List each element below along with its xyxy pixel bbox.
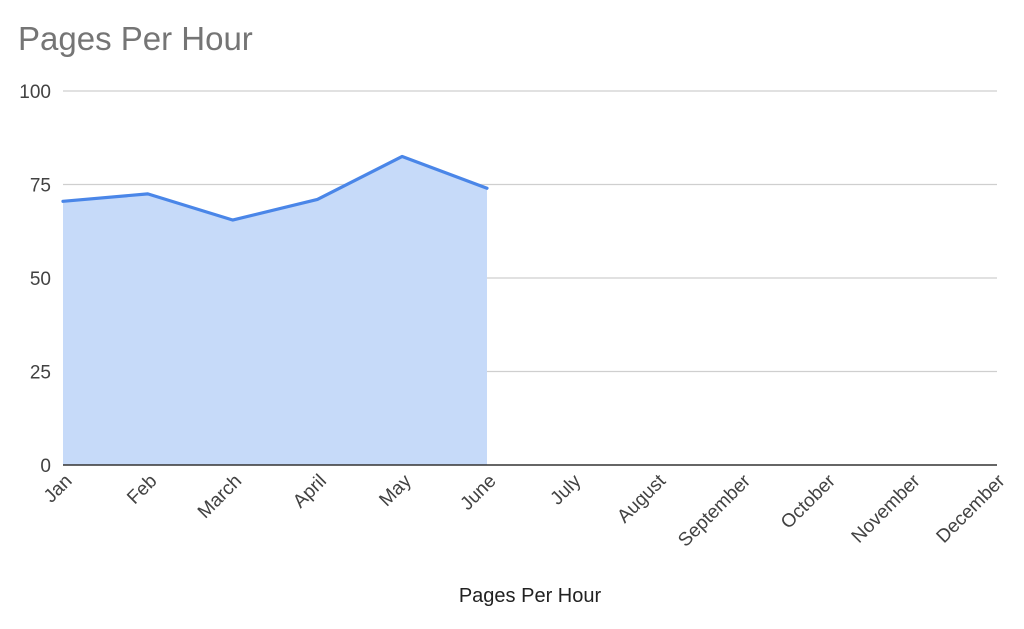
area-fill — [63, 156, 487, 465]
y-tick-label: 100 — [19, 82, 51, 103]
y-tick-label: 50 — [30, 269, 51, 290]
series-line — [61, 154, 489, 222]
series-area — [61, 154, 489, 465]
x-tick-label: August — [613, 470, 670, 527]
x-tick-label: March — [194, 471, 246, 523]
y-tick-label: 75 — [30, 176, 51, 197]
legend: Pages Per Hour — [459, 585, 602, 607]
x-tick-label: December — [933, 470, 1010, 547]
x-tick-label: Feb — [123, 471, 161, 509]
x-tick-label: September — [674, 470, 755, 551]
y-axis-ticks: 0 25 50 75 100 — [19, 82, 51, 477]
x-tick-label: June — [457, 471, 501, 515]
x-tick-label: April — [289, 471, 331, 513]
x-axis-ticks: Jan Feb March April May June July August Septemb… — [40, 470, 1010, 551]
chart-title: Pages Per Hour — [18, 20, 253, 57]
y-tick-label: 0 — [40, 456, 51, 477]
y-tick-label: 25 — [30, 363, 51, 384]
x-tick-label: October — [777, 470, 840, 533]
x-tick-label: July — [547, 470, 586, 509]
x-tick-label: May — [375, 470, 416, 511]
legend-label: Pages Per Hour — [459, 585, 602, 607]
x-tick-label: November — [848, 470, 925, 547]
